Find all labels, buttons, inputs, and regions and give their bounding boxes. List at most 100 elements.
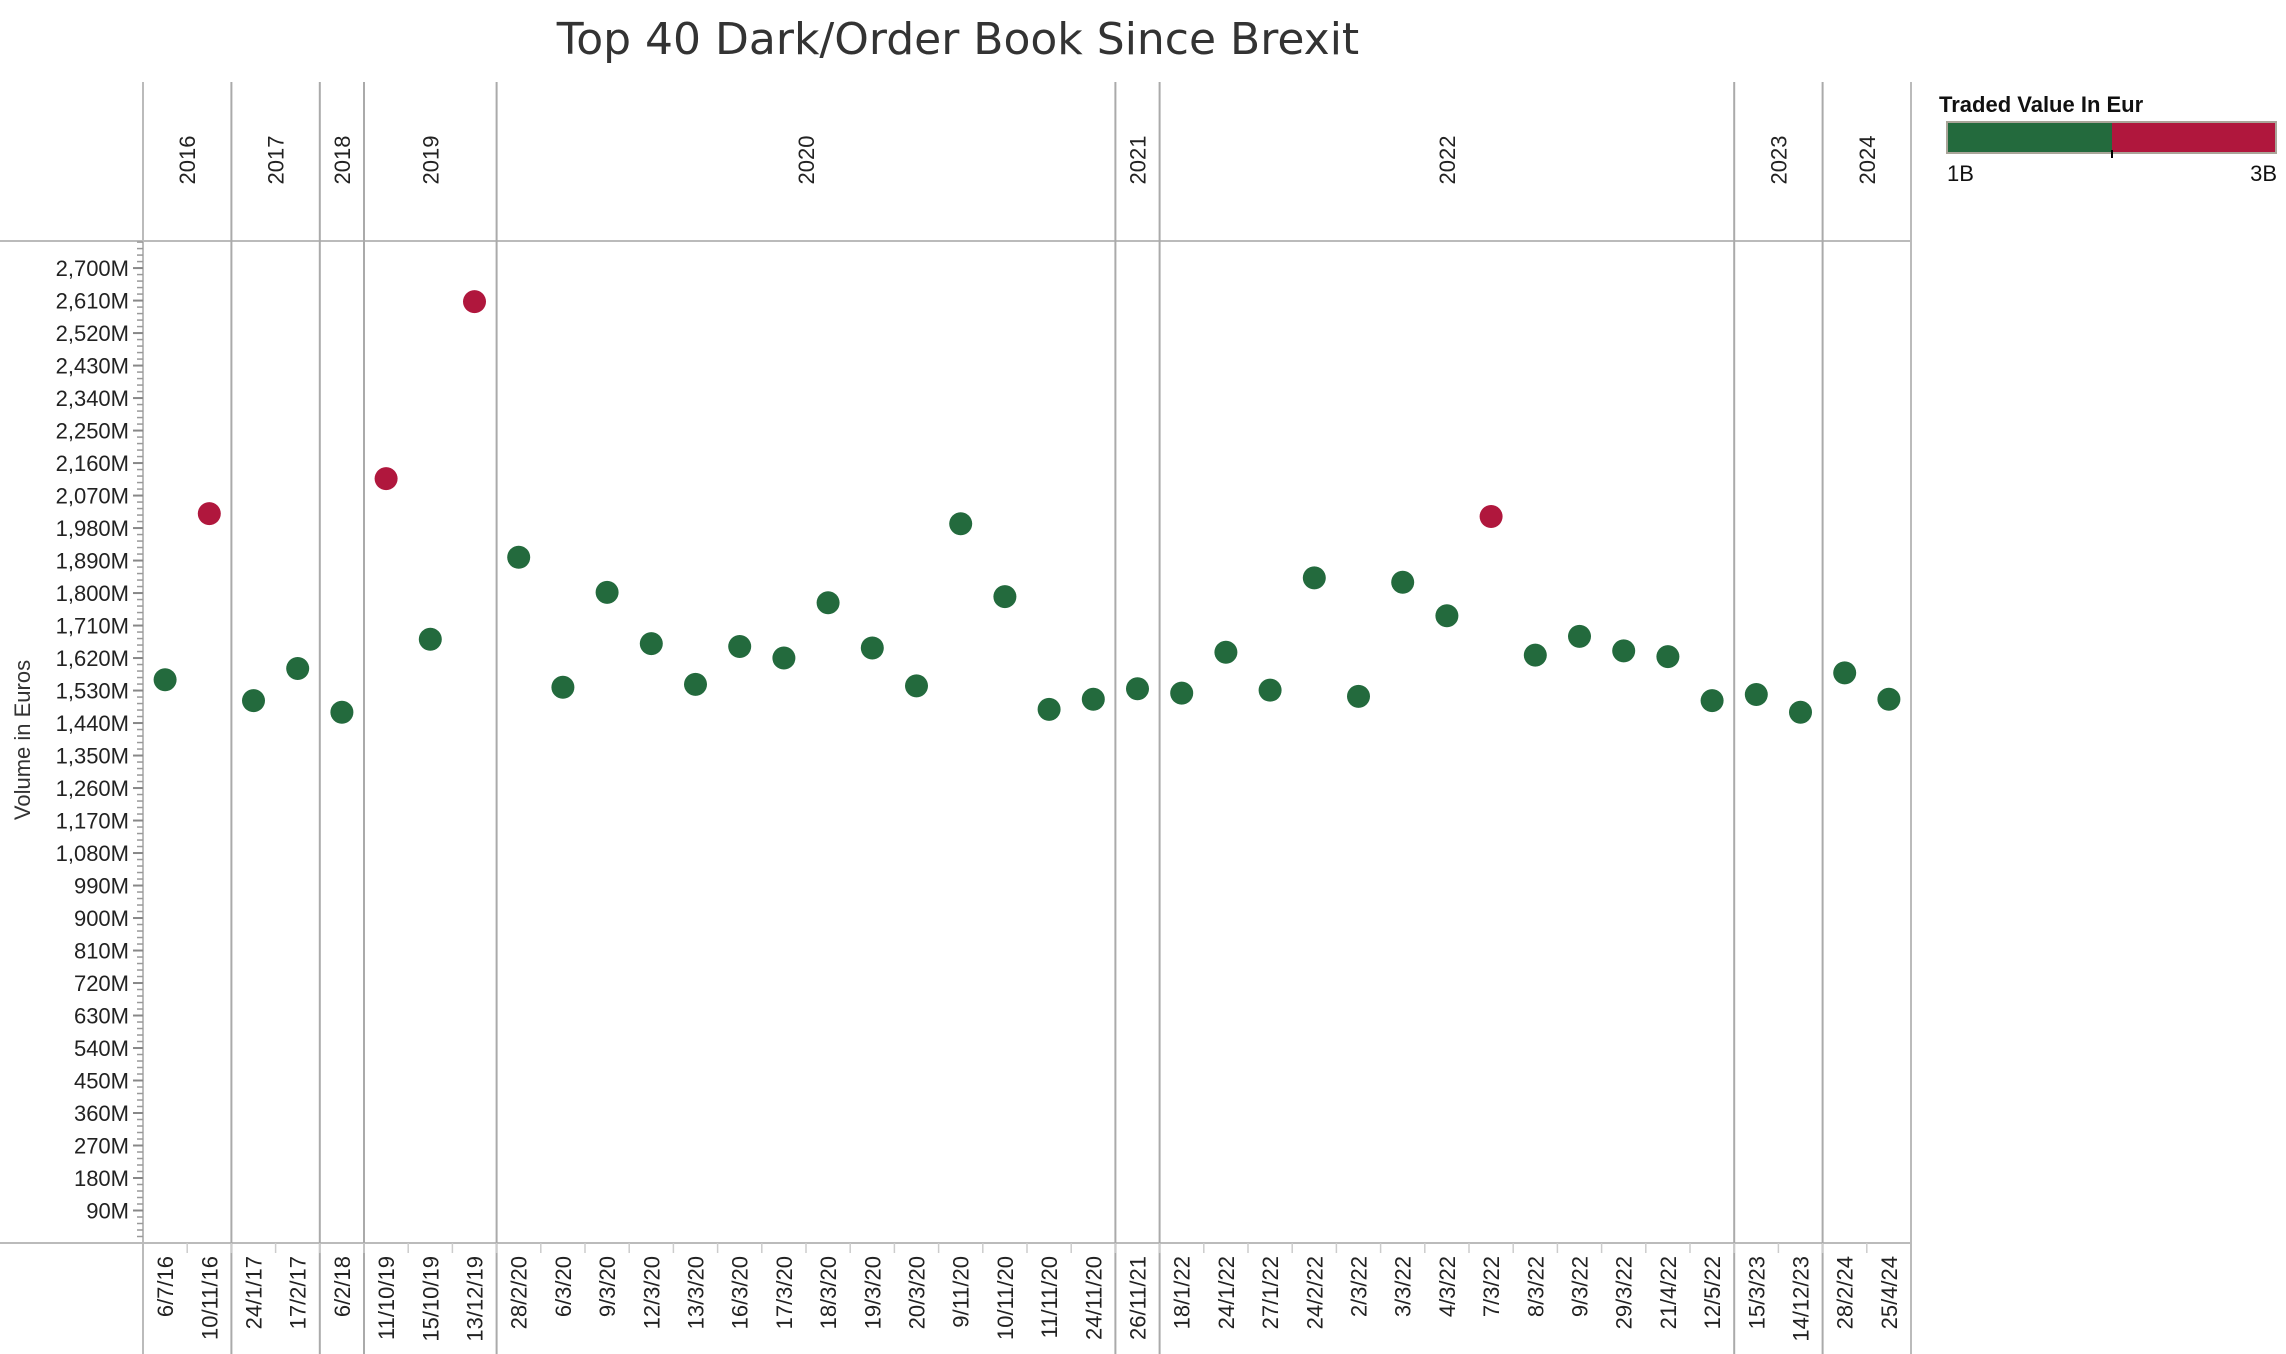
data-point <box>1302 566 1326 590</box>
data-point <box>1170 681 1194 705</box>
x-tick-label: 7/3/22 <box>1479 1256 1504 1317</box>
plot-frame <box>0 82 1912 1354</box>
y-tick-label: 1,260M <box>56 776 129 801</box>
x-tick-label: 19/3/20 <box>860 1256 885 1329</box>
data-point <box>1568 624 1591 648</box>
x-tick-label: 27/1/22 <box>1258 1256 1283 1329</box>
data-point <box>551 675 575 699</box>
x-tick-label: 6/3/20 <box>551 1256 576 1317</box>
data-point <box>1789 700 1812 724</box>
x-tick-label: 18/3/20 <box>816 1256 841 1329</box>
y-axis-label: Volume in Euros <box>10 660 35 820</box>
data-point <box>1126 677 1149 701</box>
data-point <box>1347 684 1370 708</box>
data-point <box>728 634 752 658</box>
x-tick-label: 24/1/17 <box>242 1256 267 1329</box>
x-tick-label: 9/11/20 <box>949 1256 974 1328</box>
x-tick-label: 13/3/20 <box>684 1256 709 1329</box>
y-tick-label: 630M <box>74 1004 129 1029</box>
year-label: 2016 <box>175 136 200 185</box>
y-tick-label: 2,070M <box>56 484 129 509</box>
x-tick-label: 10/11/16 <box>197 1256 222 1340</box>
y-tick-label: 270M <box>74 1134 129 1159</box>
data-point <box>1523 643 1547 667</box>
data-point <box>772 646 796 670</box>
data-point <box>993 585 1017 609</box>
data-point <box>684 672 707 696</box>
data-point <box>286 657 310 681</box>
y-tick-label: 1,350M <box>56 744 129 769</box>
data-point <box>1744 683 1768 707</box>
legend-min-label: 1B <box>1947 161 1974 186</box>
data-point <box>1037 697 1061 721</box>
x-tick-label: 24/2/22 <box>1302 1256 1327 1329</box>
data-point <box>905 674 928 698</box>
data-point <box>1833 661 1857 685</box>
y-tick-label: 540M <box>74 1036 129 1061</box>
year-label: 2018 <box>330 136 355 185</box>
data-point <box>1258 678 1282 702</box>
year-label: 2021 <box>1126 136 1151 185</box>
y-tick-label: 1,890M <box>56 549 129 574</box>
y-axis: 90M 180M 270M 360M 450M 540M 630M 720M 810M 900M 9… <box>56 241 143 1238</box>
x-tick-label: 15/10/19 <box>418 1256 443 1342</box>
x-tick-label: 28/2/24 <box>1833 1256 1858 1329</box>
data-point <box>949 512 973 536</box>
x-tick-label: 11/10/19 <box>374 1256 399 1340</box>
data-point <box>418 627 442 651</box>
y-tick-label: 1,440M <box>56 711 129 736</box>
y-tick-label: 2,610M <box>56 289 129 314</box>
y-tick-label: 90M <box>86 1199 129 1224</box>
year-header: 2016 2017 2018 2019 2020 2021 2022 2023 2024 <box>175 82 1880 1354</box>
year-label: 2019 <box>418 136 443 185</box>
data-point <box>463 290 486 314</box>
y-tick-label: 1,620M <box>56 646 129 671</box>
y-tick-label: 2,250M <box>56 419 129 444</box>
y-tick-label: 900M <box>74 906 129 931</box>
year-label: 2024 <box>1855 136 1880 185</box>
x-tick-label: 4/3/22 <box>1435 1256 1460 1317</box>
data-point <box>1479 505 1503 529</box>
x-tick-label: 3/3/22 <box>1391 1256 1416 1317</box>
x-tick-label: 25/4/24 <box>1877 1256 1902 1329</box>
y-tick-label: 2,160M <box>56 451 129 476</box>
data-point <box>1435 604 1459 628</box>
x-tick-label: 17/3/20 <box>772 1256 797 1329</box>
y-tick-label: 1,800M <box>56 581 129 606</box>
data-point <box>330 700 354 724</box>
year-label: 2020 <box>794 136 819 185</box>
data-points <box>153 290 1901 724</box>
data-point <box>816 591 840 615</box>
y-tick-label: 1,080M <box>56 841 129 866</box>
y-tick-label: 2,430M <box>56 354 129 379</box>
legend-max-label: 3B <box>2250 161 2277 186</box>
chart-title: Top 40 Dark/Order Book Since Brexit <box>556 14 1359 65</box>
data-point <box>1612 639 1636 663</box>
legend: Traded Value In Eur 1B 3B <box>1939 92 2277 186</box>
year-label: 2017 <box>264 136 289 185</box>
data-point <box>1700 689 1724 713</box>
year-label: 2022 <box>1435 136 1460 185</box>
x-tick-label: 18/1/22 <box>1170 1256 1195 1329</box>
y-tick-label: 360M <box>74 1101 129 1126</box>
data-point <box>1391 570 1415 594</box>
data-point <box>1081 687 1105 711</box>
data-point <box>639 632 663 656</box>
x-tick-label: 11/11/20 <box>1037 1256 1062 1338</box>
x-tick-label: 6/2/18 <box>330 1256 355 1317</box>
y-tick-label: 1,170M <box>56 809 129 834</box>
data-point <box>242 689 265 713</box>
y-tick-label: 1,530M <box>56 679 129 704</box>
data-point <box>153 668 177 692</box>
x-tick-label: 16/3/20 <box>728 1256 753 1329</box>
x-tick-label: 13/12/19 <box>463 1256 488 1342</box>
x-axis: 6/7/16 10/11/16 24/1/17 17/2/17 6/2/18 11/10/… <box>153 1243 1902 1342</box>
x-tick-label: 17/2/17 <box>286 1256 311 1329</box>
x-tick-label: 6/7/16 <box>153 1256 178 1317</box>
x-tick-label: 10/11/20 <box>993 1256 1018 1340</box>
y-tick-label: 990M <box>74 874 129 899</box>
x-tick-label: 14/12/23 <box>1789 1256 1814 1342</box>
y-tick-label: 2,520M <box>56 321 129 346</box>
data-point <box>507 545 531 569</box>
